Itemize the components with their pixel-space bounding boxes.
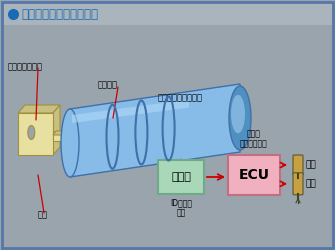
FancyBboxPatch shape bbox=[61, 132, 68, 138]
Text: ステアリングロック: ステアリングロック bbox=[158, 94, 203, 102]
Bar bbox=[3, 3, 332, 25]
Text: キー: キー bbox=[38, 210, 48, 220]
Ellipse shape bbox=[229, 86, 251, 150]
Polygon shape bbox=[70, 84, 240, 177]
Ellipse shape bbox=[61, 109, 79, 177]
Text: アンプ: アンプ bbox=[171, 172, 191, 182]
Text: ECU: ECU bbox=[239, 168, 269, 182]
Text: IDコード
照合: IDコード 照合 bbox=[170, 198, 192, 218]
Polygon shape bbox=[53, 131, 96, 135]
Ellipse shape bbox=[28, 126, 35, 140]
Text: トランスポンダ: トランスポンダ bbox=[8, 62, 43, 72]
FancyBboxPatch shape bbox=[293, 155, 303, 175]
Text: 点火: 点火 bbox=[305, 160, 316, 170]
Ellipse shape bbox=[231, 95, 245, 133]
Polygon shape bbox=[53, 105, 60, 155]
Text: イモビライザーの仕組み: イモビライザーの仕組み bbox=[21, 8, 98, 20]
Polygon shape bbox=[72, 100, 189, 123]
Polygon shape bbox=[53, 131, 93, 141]
Text: 車両側
コントローラ: 車両側 コントローラ bbox=[240, 129, 268, 148]
Text: 燃料: 燃料 bbox=[305, 179, 316, 188]
FancyBboxPatch shape bbox=[293, 173, 303, 195]
FancyBboxPatch shape bbox=[158, 160, 204, 194]
Polygon shape bbox=[18, 105, 60, 113]
Text: アンテナ: アンテナ bbox=[98, 80, 118, 90]
FancyBboxPatch shape bbox=[18, 113, 53, 155]
FancyBboxPatch shape bbox=[228, 155, 280, 195]
